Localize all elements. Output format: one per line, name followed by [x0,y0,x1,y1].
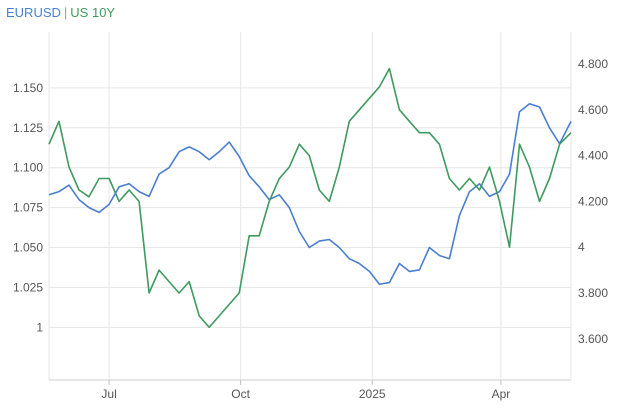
x-tick-label: 2025 [359,387,386,401]
chart-legend: EURUSD | US 10Y [6,5,115,20]
y-left-tick-label: 1.100 [13,161,43,175]
legend-separator: | [63,5,68,20]
y-left-tick-label: 1.025 [13,280,43,294]
x-tick-label: Jul [101,387,116,401]
x-tick-label: Oct [231,387,250,401]
y-right-tick-label: 3.800 [578,286,608,300]
y-left-tick-label: 1.050 [13,241,43,255]
y-left-tick-label: 1.150 [13,81,43,95]
series-line-us10y [48,67,572,329]
y-right-tick-label: 4.200 [578,194,608,208]
y-right-tick-label: 3.600 [578,332,608,346]
legend-us10y[interactable]: US 10Y [70,5,116,20]
series-line-eurusd [48,103,572,285]
y-right-tick-label: 4.400 [578,149,608,163]
y-right-tick-label: 4.600 [578,103,608,117]
y-left-tick-label: 1.125 [13,121,43,135]
y-right-tick-label: 4 [578,240,585,254]
x-tick-label: Apr [492,387,511,401]
y-left-tick-label: 1 [36,320,43,334]
y-right-tick-label: 4.800 [578,57,608,71]
legend-eurusd[interactable]: EURUSD [6,5,61,20]
y-left-tick-label: 1.075 [13,201,43,215]
